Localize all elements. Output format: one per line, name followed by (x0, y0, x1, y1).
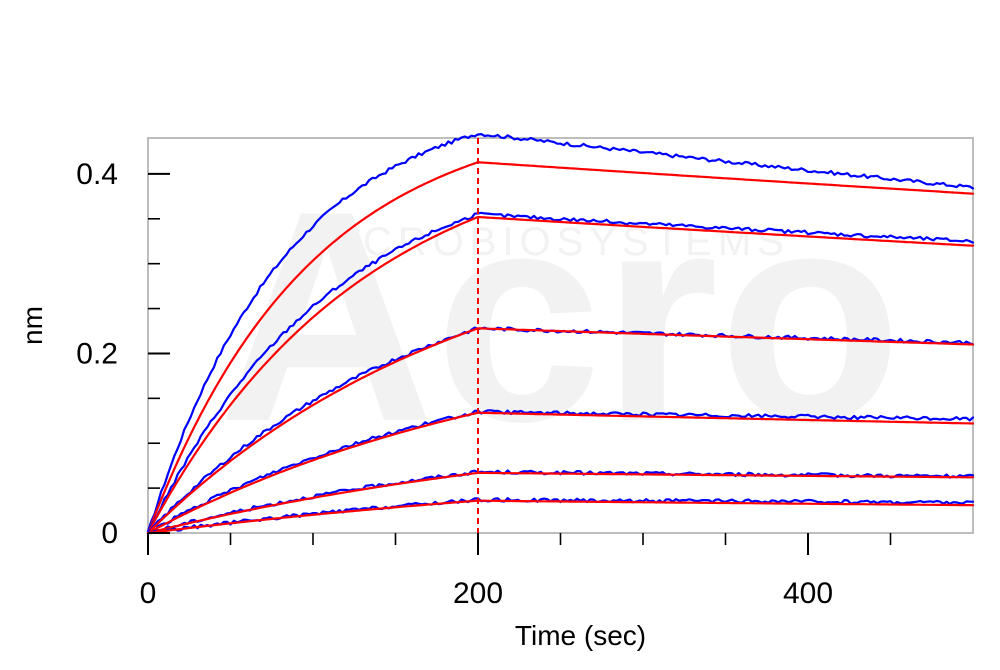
y-tick-label: 0.2 (76, 337, 118, 370)
measured-curve (146, 133, 975, 533)
x-tick-label: 200 (453, 577, 503, 610)
fit-curve (146, 499, 975, 535)
fit-curve (146, 411, 975, 535)
series-layer (146, 133, 975, 535)
y-tick-label: 0 (101, 517, 118, 550)
axis-layer: 0 0.2 0.4 0 200 400 (76, 158, 833, 610)
fit-curve (146, 471, 975, 535)
minor-ticks (148, 217, 892, 545)
x-axis-label: Time (sec) (515, 620, 646, 651)
x-tick-label: 400 (783, 577, 833, 610)
x-tick-label: 0 (140, 577, 157, 610)
fit-curve (146, 161, 975, 535)
measured-curve (146, 211, 975, 535)
fit-curve (146, 327, 975, 535)
y-axis-label: nm (17, 306, 48, 345)
fit-curve (146, 215, 975, 535)
y-tick-label: 0.4 (76, 158, 118, 191)
watermark-logo: Acro (218, 148, 902, 484)
